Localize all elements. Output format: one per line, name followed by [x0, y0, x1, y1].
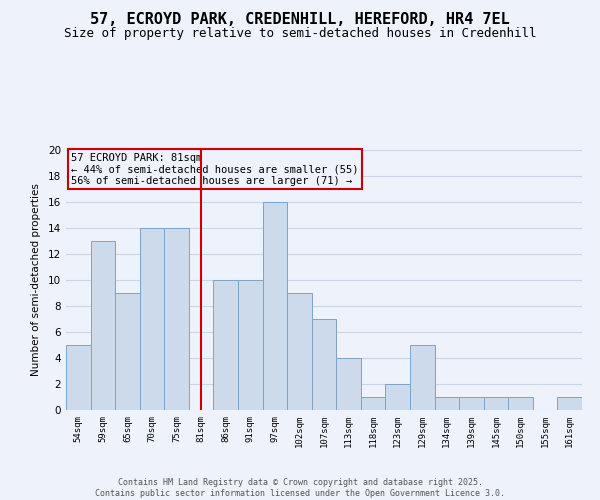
- Text: 57, ECROYD PARK, CREDENHILL, HEREFORD, HR4 7EL: 57, ECROYD PARK, CREDENHILL, HEREFORD, H…: [90, 12, 510, 28]
- Bar: [238, 280, 263, 410]
- Bar: [361, 397, 385, 410]
- Bar: [336, 358, 361, 410]
- Bar: [115, 293, 140, 410]
- Bar: [434, 397, 459, 410]
- Bar: [312, 319, 336, 410]
- Bar: [287, 293, 312, 410]
- Y-axis label: Number of semi-detached properties: Number of semi-detached properties: [31, 184, 41, 376]
- Bar: [140, 228, 164, 410]
- Bar: [508, 397, 533, 410]
- Bar: [385, 384, 410, 410]
- Bar: [484, 397, 508, 410]
- Bar: [459, 397, 484, 410]
- Bar: [263, 202, 287, 410]
- Bar: [66, 345, 91, 410]
- Bar: [91, 241, 115, 410]
- Bar: [410, 345, 434, 410]
- Text: Contains HM Land Registry data © Crown copyright and database right 2025.
Contai: Contains HM Land Registry data © Crown c…: [95, 478, 505, 498]
- Text: 57 ECROYD PARK: 81sqm
← 44% of semi-detached houses are smaller (55)
56% of semi: 57 ECROYD PARK: 81sqm ← 44% of semi-deta…: [71, 152, 359, 186]
- Bar: [164, 228, 189, 410]
- Bar: [557, 397, 582, 410]
- Text: Size of property relative to semi-detached houses in Credenhill: Size of property relative to semi-detach…: [64, 28, 536, 40]
- Bar: [214, 280, 238, 410]
